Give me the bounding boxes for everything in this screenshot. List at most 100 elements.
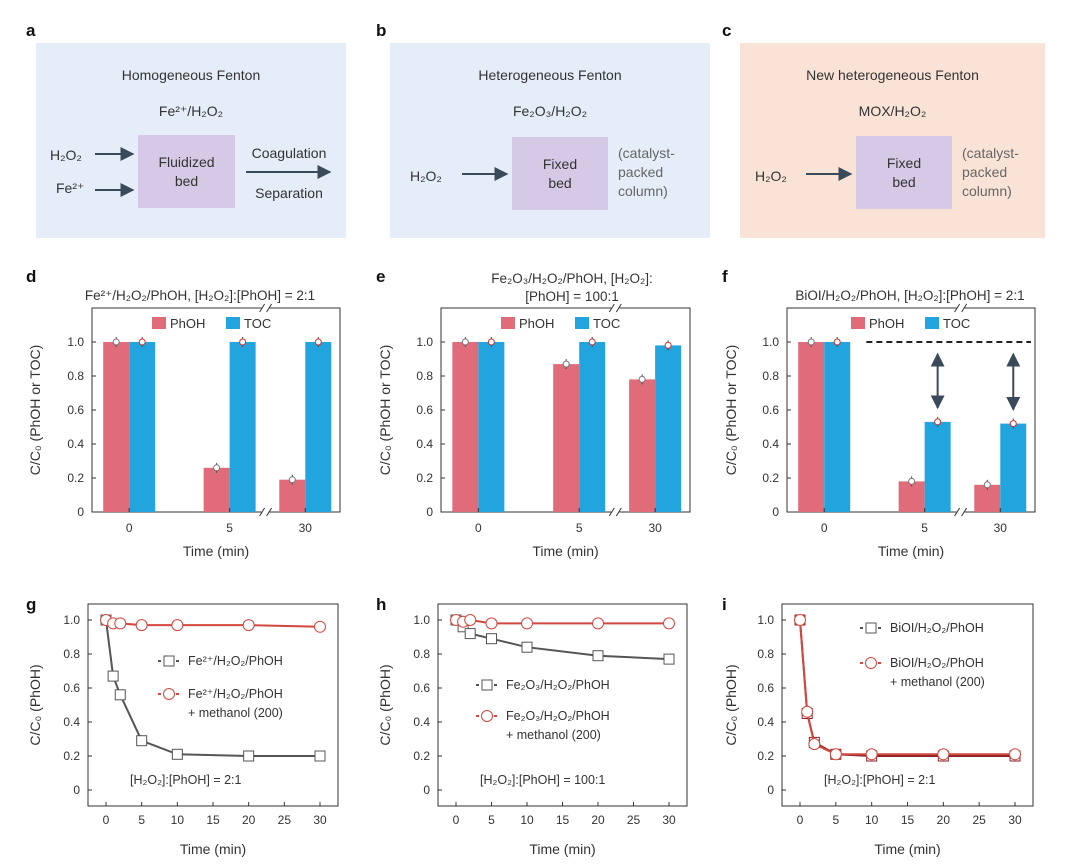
data-point-circle	[794, 614, 806, 626]
reactor-box-c	[856, 136, 952, 209]
axis-break-mark	[608, 303, 615, 313]
reactor-label-line1: Fixed	[887, 155, 921, 171]
panel-letter-i: i	[722, 595, 727, 614]
y-tick-label: 0.6	[416, 403, 433, 417]
legend-label-circle: Fe₂O₃/H₂O₂/PhOH	[506, 709, 610, 723]
data-point-square	[663, 653, 675, 665]
chart-i: i 0 0.2 0.4 0.6 0.8 1.0 0 5 10 15 20 25 30 C/C₀ (PhOH)…	[722, 595, 1034, 857]
y-tick-label: 0.6	[63, 681, 80, 695]
axis-break-gap	[611, 507, 620, 517]
data-point-circle	[314, 620, 326, 633]
y-tick-label: 0	[77, 505, 84, 519]
y-tick-label: 0.4	[416, 437, 433, 451]
y-axis-label: C/C₀ (PhOH or TOC)	[377, 345, 393, 476]
y-tick-label: 0.6	[413, 681, 430, 695]
data-point-circle	[829, 748, 842, 761]
bar-toc-0	[478, 342, 505, 512]
reactor-box-b	[512, 137, 608, 210]
legend-swatch-toc	[925, 317, 939, 329]
legend-label-square: Fe₂O₃/H₂O₂/PhOH	[506, 678, 610, 692]
data-point	[288, 476, 296, 484]
data-point-circle	[663, 617, 675, 630]
panel-a-title: Homogeneous Fenton	[122, 67, 261, 83]
bar-toc-5	[924, 421, 951, 512]
x-tick-label: 10	[171, 813, 185, 827]
legend-swatch-toc	[226, 317, 240, 329]
x-tick-label: 0	[821, 521, 828, 535]
side-note-line: (catalyst-	[618, 145, 675, 161]
axis-break-gap	[956, 303, 965, 313]
data-point	[908, 477, 916, 485]
axis-break-mark	[615, 303, 622, 313]
y-tick-label: 0.4	[413, 715, 430, 729]
axis-break-mark	[954, 507, 961, 517]
data-point	[807, 338, 815, 346]
data-point-square	[171, 748, 183, 760]
x-tick-label: 5	[138, 813, 145, 827]
legend-label-phoh: PhOH	[519, 316, 554, 331]
legend-marker-square	[163, 655, 175, 667]
y-tick-label: 1.0	[67, 335, 84, 349]
y-tick-label: 1.0	[762, 335, 779, 349]
input-label: Fe²⁺	[56, 180, 84, 196]
x-tick-label: 25	[627, 813, 641, 827]
panel-letter-h: h	[376, 595, 386, 614]
x-axis-label: Time (min)	[183, 543, 249, 559]
x-tick-label: 5	[226, 521, 233, 535]
legend-marker-circle	[865, 657, 877, 669]
side-note-line: column)	[618, 183, 668, 199]
data-point	[239, 338, 247, 346]
y-tick-label: 0	[772, 505, 779, 519]
y-axis-label: C/C₀ (PhOH or TOC)	[723, 345, 739, 476]
x-tick-label: 20	[591, 813, 605, 827]
legend-label-circle: BiOI/H₂O₂/PhOH	[890, 656, 984, 670]
y-tick-label: 0.8	[413, 647, 430, 661]
y-tick-label: 0.8	[762, 369, 779, 383]
x-tick-label: 20	[937, 813, 951, 827]
chart-g: g 0 0.2 0.4 0.6 0.8 1.0 0 5 10 15 20 25 30 C/C₀ (PhOH)…	[26, 595, 339, 857]
chart-e: e Fe₂O₃/H₂O₂/PhOH, [H₂O₂]: [PhOH] = 100:1 0…	[376, 267, 691, 559]
y-tick-label: 0.6	[762, 403, 779, 417]
bar-phoh-5	[553, 364, 580, 512]
data-point	[461, 338, 469, 346]
x-tick-label: 15	[206, 813, 220, 827]
panel-letter-a: a	[26, 21, 36, 40]
y-tick-label: 0.8	[63, 647, 80, 661]
axis-break-mark	[961, 507, 968, 517]
legend-label-circle-line2: + methanol (200)	[506, 728, 601, 742]
data-point-square	[464, 628, 476, 640]
panel-letter-e: e	[376, 267, 385, 286]
panel-letter-c: c	[722, 21, 731, 40]
data-point	[833, 338, 841, 346]
data-point	[983, 481, 991, 489]
y-tick-label: 0	[423, 783, 430, 797]
reactor-label-line2: bed	[548, 175, 571, 191]
data-point-circle	[114, 617, 127, 630]
y-tick-label: 1.0	[416, 335, 433, 349]
x-tick-label: 5	[488, 813, 495, 827]
y-axis-label: C/C₀ (PhOH or TOC)	[27, 345, 43, 476]
y-tick-label: 0.2	[757, 749, 774, 763]
y-tick-label: 0.4	[67, 437, 84, 451]
reactor-label-line1: Fixed	[543, 156, 577, 172]
data-point-square	[114, 689, 126, 701]
axis-break-mark	[954, 303, 961, 313]
side-note-line: packed	[618, 164, 663, 180]
chart-f: f BiOI/H₂O₂/PhOH, [H₂O₂]:[PhOH] = 2:1 0 0.2…	[722, 267, 1036, 559]
legend-swatch-phoh	[152, 317, 166, 329]
y-tick-label: 1.0	[63, 613, 80, 627]
x-axis-label: Time (min)	[180, 841, 246, 857]
bar-phoh-5	[898, 481, 925, 512]
x-tick-label: 25	[278, 813, 292, 827]
panel-letter-d: d	[26, 267, 36, 286]
data-point	[112, 338, 120, 346]
x-tick-label: 15	[556, 813, 570, 827]
bar-toc-5	[229, 342, 256, 512]
chart-h: h 0 0.2 0.4 0.6 0.8 1.0 0 5 10 15 20 25 30 C/C₀ (PhOH)…	[376, 595, 688, 857]
x-tick-label: 0	[453, 813, 460, 827]
chart-title: Fe²⁺/H₂O₂/PhOH, [H₂O₂]:[PhOH] = 2:1	[85, 288, 315, 303]
y-tick-label: 1.0	[413, 613, 430, 627]
output-label-top: Coagulation	[252, 145, 327, 161]
x-tick-label: 30	[648, 521, 662, 535]
axis-break-gap	[956, 507, 965, 517]
